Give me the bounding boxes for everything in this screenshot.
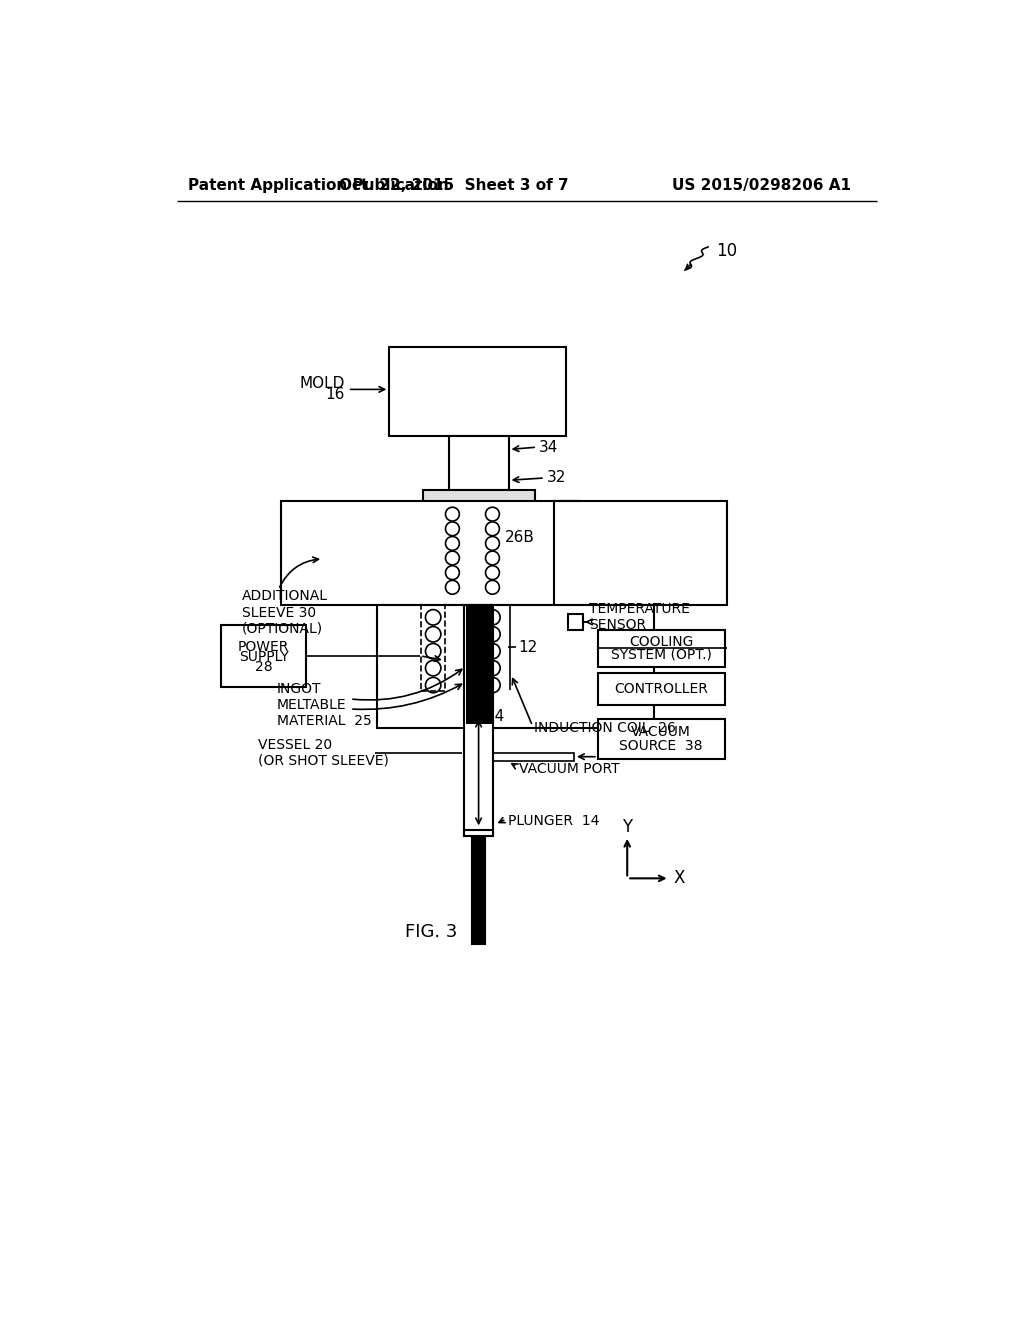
Bar xyxy=(598,719,725,759)
Text: POWER: POWER xyxy=(239,640,290,653)
Text: 24: 24 xyxy=(486,709,506,725)
Bar xyxy=(598,673,725,705)
Bar xyxy=(377,605,654,729)
Text: 10: 10 xyxy=(716,242,737,260)
Text: US 2015/0298206 A1: US 2015/0298206 A1 xyxy=(673,178,852,193)
Bar xyxy=(472,836,484,944)
Text: MOLD: MOLD xyxy=(299,376,345,391)
Bar xyxy=(464,830,494,836)
Text: PLUNGER  14: PLUNGER 14 xyxy=(508,813,599,828)
Bar xyxy=(568,614,584,630)
Text: X: X xyxy=(673,870,684,887)
Bar xyxy=(449,436,509,490)
Bar xyxy=(472,836,484,944)
Text: 12: 12 xyxy=(518,640,538,655)
Text: SYSTEM (OPT.): SYSTEM (OPT.) xyxy=(610,647,712,661)
Text: CONTROLLER: CONTROLLER xyxy=(614,682,708,696)
Text: 34: 34 xyxy=(539,440,558,454)
Text: 26B: 26B xyxy=(505,529,535,545)
Text: Y: Y xyxy=(623,818,632,836)
Bar xyxy=(464,605,494,836)
Bar xyxy=(598,630,725,667)
Text: COOLING: COOLING xyxy=(629,635,693,649)
Text: VESSEL 20
(OR SHOT SLEEVE): VESSEL 20 (OR SHOT SLEEVE) xyxy=(258,738,388,768)
Bar xyxy=(494,752,574,760)
Text: 16: 16 xyxy=(326,387,345,403)
Text: FIG. 3: FIG. 3 xyxy=(404,923,457,941)
Text: INDUCTION COIL  26: INDUCTION COIL 26 xyxy=(535,721,676,735)
Text: INGOT
MELTABLE
MATERIAL  25: INGOT MELTABLE MATERIAL 25 xyxy=(276,682,372,729)
Bar xyxy=(466,605,492,725)
Text: 32: 32 xyxy=(547,470,565,486)
Text: VACUUM: VACUUM xyxy=(631,725,691,739)
Bar xyxy=(389,347,566,436)
Bar xyxy=(281,502,581,605)
Text: 28: 28 xyxy=(255,660,272,673)
Text: SOURCE  38: SOURCE 38 xyxy=(620,739,702,752)
Text: VACUUM PORT: VACUUM PORT xyxy=(518,762,620,776)
Text: Patent Application Publication: Patent Application Publication xyxy=(188,178,450,193)
Text: TEMPERATURE
SENSOR: TEMPERATURE SENSOR xyxy=(589,602,689,632)
Bar xyxy=(421,605,445,692)
Text: SUPPLY: SUPPLY xyxy=(239,649,289,664)
Text: ADDITIONAL
SLEEVE 30
(OPTIONAL): ADDITIONAL SLEEVE 30 (OPTIONAL) xyxy=(243,590,329,636)
Text: Oct. 22, 2015  Sheet 3 of 7: Oct. 22, 2015 Sheet 3 of 7 xyxy=(339,178,568,193)
Bar xyxy=(554,502,727,605)
Bar xyxy=(221,626,306,686)
Bar xyxy=(423,490,535,502)
